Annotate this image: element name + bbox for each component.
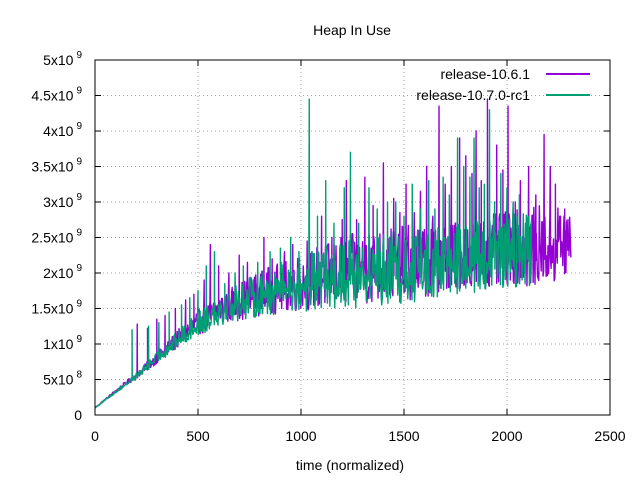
x-tick-label: 1000 [285,428,316,444]
y-tick-label-exponent: 9 [76,334,82,345]
legend-label: release-10.7.0-rc1 [416,87,530,103]
y-tick-label-base: 2x10 [43,265,74,281]
y-tick-label: 1x10 9 [43,334,82,352]
axis-ticks [94,59,611,416]
y-tick-label: 3.5x10 9 [31,157,82,175]
legend: release-10.6.1 release-10.7.0-rc1 [416,66,590,103]
chart-title: Heap In Use [313,22,391,38]
y-tick-label-base: 3x10 [43,194,74,210]
y-tick-label-base: 2.5x10 [31,230,73,246]
y-tick-label-base: 5x10 [43,372,74,388]
legend-label: release-10.6.1 [440,66,530,82]
x-tick-label: 500 [186,428,210,444]
x-tick-label: 2500 [594,428,625,444]
series-layer [94,98,572,409]
series-line-1 [94,98,533,409]
y-tick-label-exponent: 9 [76,228,82,239]
y-tick-label: 2.5x10 9 [31,228,82,246]
y-tick-label-base: 0 [74,407,82,423]
x-tick-label: 2000 [491,428,522,444]
y-tick-label: 5x10 9 [43,50,82,68]
y-tick-label-exponent: 9 [76,121,82,132]
y-tick-label-base: 5x10 [43,52,74,68]
y-tick-label-base: 4x10 [43,123,74,139]
y-tick-label: 5x10 8 [43,370,82,388]
y-tick-label-base: 1x10 [43,336,74,352]
y-tick-label-exponent: 9 [76,192,82,203]
y-tick-label: 2x10 9 [43,263,82,281]
y-tick-label-base: 3.5x10 [31,159,73,175]
y-tick-label-exponent: 9 [76,263,82,274]
y-tick-label-exponent: 9 [76,299,82,310]
y-tick-label-base: 4.5x10 [31,88,73,104]
y-tick-label-exponent: 9 [76,157,82,168]
y-tick-label-exponent: 9 [76,86,82,97]
y-tick-label: 3x10 9 [43,192,82,210]
y-tick-label-exponent: 8 [76,370,82,381]
x-tick-labels: 0 500 1000 1500 2000 2500 [91,428,626,444]
y-tick-label: 1.5x10 9 [31,299,82,317]
y-tick-label-exponent: 9 [76,50,82,61]
y-tick-label: 4.5x10 9 [31,86,82,104]
y-tick-label: 0 [74,407,82,423]
x-axis-label: time (normalized) [296,457,404,473]
x-tick-label: 0 [91,428,99,444]
x-tick-label: 1500 [388,428,419,444]
y-tick-label-base: 1.5x10 [31,301,73,317]
y-tick-label: 4x10 9 [43,121,82,139]
